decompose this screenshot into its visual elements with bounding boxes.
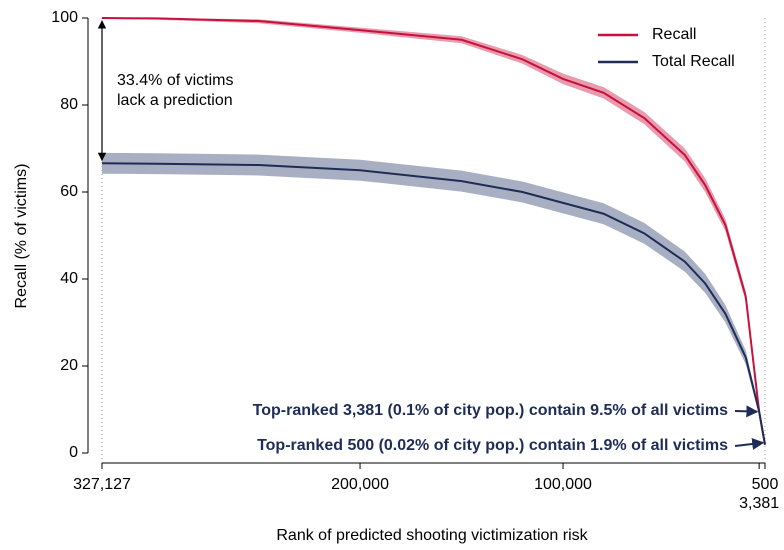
annotation-text: 33.4% of victims xyxy=(117,72,233,89)
legend-label: Recall xyxy=(652,26,696,43)
x-tick-label: 327,127 xyxy=(73,476,131,493)
legend-label: Total Recall xyxy=(652,53,735,70)
line xyxy=(101,162,766,445)
x-tick-label: 100,000 xyxy=(534,476,592,493)
y-tick-label: 80 xyxy=(60,96,78,113)
annotation-text: lack a prediction xyxy=(117,92,233,109)
x-axis-label: Rank of predicted shooting victimization… xyxy=(276,527,588,544)
x-tick-label: 500 xyxy=(752,476,779,493)
annotation-arrow xyxy=(734,438,765,450)
y-tick-label: 100 xyxy=(51,9,78,26)
y-tick-label: 60 xyxy=(60,183,78,200)
y-tick-label: 40 xyxy=(60,270,78,287)
annotation-text: Top-ranked 3,381 (0.1% of city pop.) con… xyxy=(253,402,728,419)
annotation-arrow xyxy=(734,405,759,418)
y-tick-label: 20 xyxy=(60,357,78,374)
x-tick-label: 200,000 xyxy=(331,476,389,493)
x-tick-label: 3,381 xyxy=(739,495,779,512)
annotation-text: Top-ranked 500 (0.02% of city pop.) cont… xyxy=(257,437,728,454)
line xyxy=(101,17,766,445)
y-tick-label: 0 xyxy=(69,444,78,461)
y-axis-label: Recall (% of victims) xyxy=(13,164,30,309)
